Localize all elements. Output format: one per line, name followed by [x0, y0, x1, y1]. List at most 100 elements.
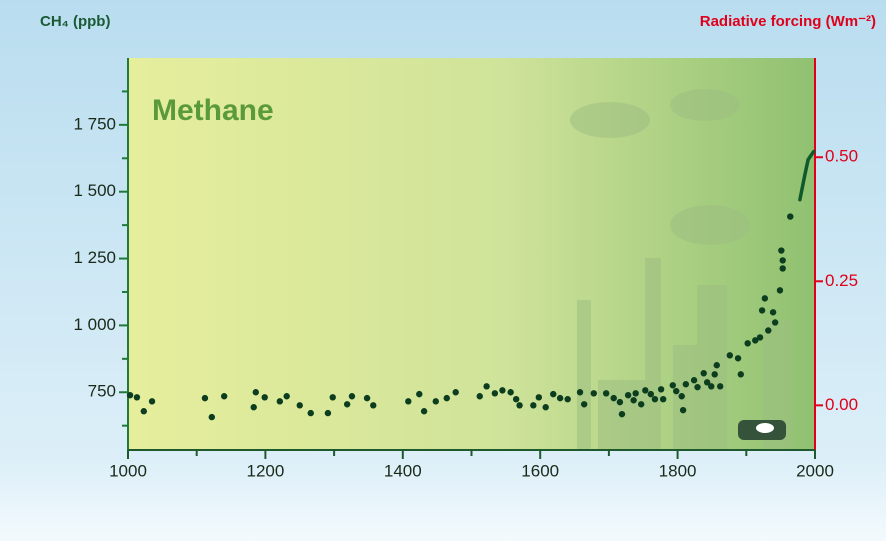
data-point [703, 379, 711, 386]
data-point [726, 352, 734, 359]
x-tick-label: 1000 [109, 461, 147, 480]
data-point [618, 410, 626, 418]
data-point [713, 362, 720, 369]
data-point [556, 394, 564, 402]
y-tick-label: 750 [88, 382, 116, 401]
data-point [669, 382, 676, 389]
data-point [276, 398, 284, 405]
data-point [734, 355, 742, 362]
y2-axis-label: Radiative forcing (Wm⁻²) [700, 13, 876, 30]
data-point [756, 334, 764, 341]
data-point [580, 401, 588, 408]
data-point [778, 247, 785, 254]
data-point [208, 413, 216, 421]
data-point [499, 387, 506, 394]
data-point [711, 371, 718, 378]
y-tick-label: 1 250 [73, 248, 116, 267]
data-point [443, 394, 450, 402]
data-point [690, 377, 698, 384]
data-point [307, 409, 314, 417]
data-point [283, 393, 290, 400]
data-point [765, 327, 772, 334]
data-point [610, 394, 617, 402]
data-point [363, 394, 371, 402]
x-tick-label: 1600 [521, 461, 559, 480]
data-point [630, 397, 637, 404]
data-point [616, 398, 624, 406]
data-point [201, 394, 209, 402]
data-point [564, 395, 571, 403]
data-point [779, 265, 786, 272]
data-point [771, 319, 779, 326]
data-point [140, 408, 148, 415]
data-point [779, 257, 786, 264]
x-tick-label: 1800 [659, 461, 697, 480]
y-axis-label: CH₄ (ppb) [40, 13, 110, 30]
data-point [637, 401, 645, 408]
data-point [576, 389, 584, 396]
data-point [220, 393, 228, 400]
data-point [516, 402, 523, 409]
data-point [700, 370, 707, 377]
data-point [737, 371, 745, 378]
data-point [126, 391, 134, 399]
data-point [657, 386, 665, 393]
cow [738, 420, 786, 440]
data-point [324, 409, 332, 417]
data-point [507, 389, 514, 396]
data-point [550, 390, 557, 398]
data-point [296, 402, 303, 409]
data-point [659, 395, 667, 403]
data-point [542, 404, 549, 411]
data-point [678, 393, 685, 400]
data-point [476, 393, 483, 400]
data-point [491, 390, 499, 397]
data-point [632, 390, 639, 397]
data-point [679, 406, 687, 414]
data-point [642, 387, 649, 394]
data-point [432, 398, 439, 405]
data-point [535, 394, 543, 401]
data-point [590, 390, 597, 397]
data-point [694, 383, 701, 391]
data-point [769, 309, 777, 316]
y-tick-label: 1 000 [73, 315, 116, 334]
data-point [405, 398, 412, 405]
data-line [798, 149, 816, 202]
y2-tick-label: 0.00 [825, 395, 858, 414]
data-point [602, 390, 610, 397]
data-point [348, 393, 356, 400]
data-point [530, 402, 537, 409]
data-point [752, 337, 759, 344]
data-point [452, 389, 459, 396]
data-point [512, 395, 520, 403]
data-point [651, 395, 659, 403]
data-point [133, 394, 141, 401]
data-point [420, 408, 428, 415]
data-point [708, 383, 715, 390]
data-point [416, 390, 423, 398]
data-point [647, 390, 655, 398]
decoration [570, 89, 793, 450]
data-point [776, 287, 784, 294]
data-point [716, 383, 724, 390]
chart-title: Methane [152, 94, 274, 127]
data-point [250, 404, 257, 411]
data-point [148, 398, 156, 405]
x-tick-label: 2000 [796, 461, 834, 480]
data-point [483, 383, 490, 390]
y-tick-label: 1 750 [73, 114, 116, 133]
x-tick-label: 1400 [384, 461, 422, 480]
data-point [682, 381, 690, 388]
data-point [343, 401, 351, 408]
y2-tick-label: 0.25 [825, 271, 858, 290]
data-point [758, 307, 766, 314]
data-point [252, 389, 259, 396]
data-point [744, 340, 751, 347]
x-tick-label: 1200 [246, 461, 284, 480]
data-point [761, 295, 769, 302]
data-point [261, 394, 268, 401]
data-point [624, 391, 632, 399]
data-point [370, 402, 377, 409]
